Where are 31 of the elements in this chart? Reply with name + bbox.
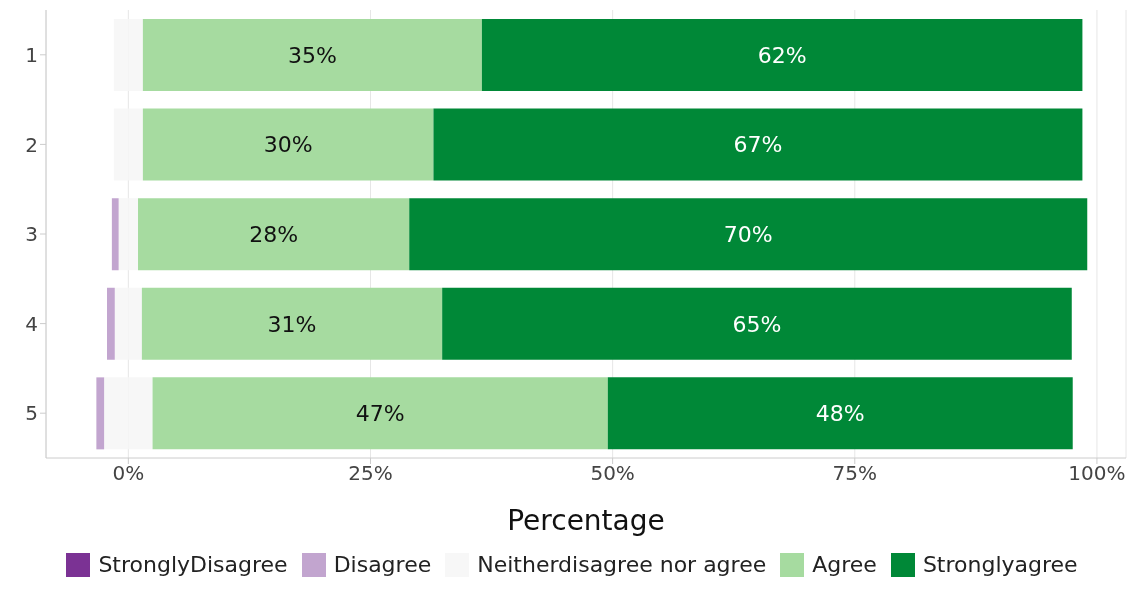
x-tick-label: 50% [590, 461, 635, 486]
x-tick-label: 100% [1068, 461, 1126, 486]
data-label: 48% [815, 401, 865, 427]
y-tick-label: 5 [25, 401, 38, 426]
x-tick-label: 25% [348, 461, 393, 486]
x-axis-title: Percentage [507, 504, 665, 537]
legend-label: Agree [812, 552, 877, 577]
legend-label: Stronglyagree [922, 552, 1078, 577]
data-label: 31% [267, 311, 317, 337]
y-tick-label: 1 [25, 42, 38, 67]
data-label: 28% [249, 221, 299, 247]
y-tick-label: 2 [25, 132, 38, 157]
bar [409, 198, 1088, 271]
data-label: 47% [355, 401, 405, 427]
data-label: 35% [287, 42, 337, 68]
bar [607, 377, 1073, 450]
data-label: 67% [733, 132, 783, 158]
legend-label: Neitherdisagree nor agree [477, 552, 767, 577]
bar [433, 108, 1083, 181]
y-tick-label: 4 [25, 311, 38, 336]
data-label: 62% [757, 42, 807, 68]
data-label: 30% [263, 132, 313, 158]
legend-label: StronglyDisagree [98, 552, 288, 577]
x-tick-label: 75% [832, 461, 878, 486]
bar [442, 287, 1072, 360]
x-tick-label: 0% [112, 461, 145, 486]
data-label: 70% [723, 221, 773, 247]
legend-label: Disagree [333, 552, 432, 577]
data-label: 65% [732, 311, 782, 337]
bar [481, 18, 1083, 91]
y-tick-label: 3 [25, 222, 38, 247]
